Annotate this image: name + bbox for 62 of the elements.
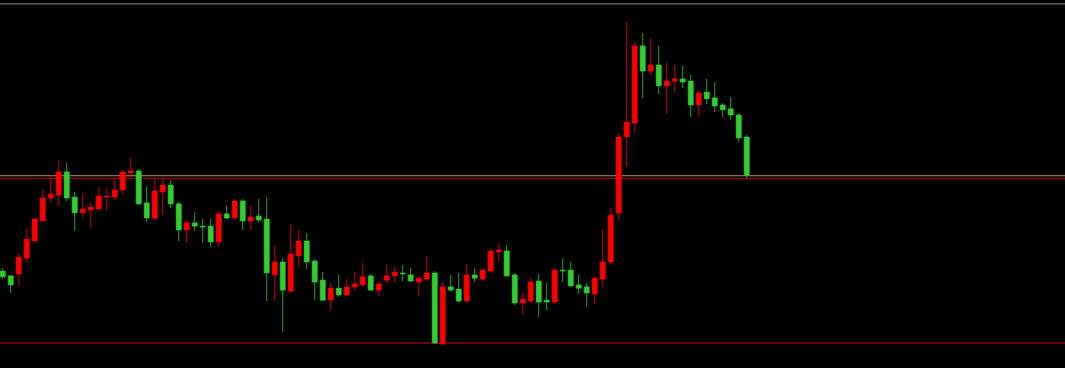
candlestick (335, 274, 342, 298)
candlestick (327, 282, 334, 311)
candlestick (191, 211, 198, 232)
candlestick (159, 177, 166, 216)
candlestick (647, 37, 654, 77)
candlestick (543, 282, 550, 311)
candlestick (487, 247, 494, 274)
candlestick (663, 62, 670, 115)
candlestick (519, 292, 526, 316)
candlestick (623, 21, 630, 168)
candlestick (727, 96, 734, 121)
candlestick (399, 264, 406, 282)
candlestick (39, 188, 46, 222)
candlestick (351, 271, 358, 291)
candlestick (255, 198, 262, 224)
candlestick (87, 202, 94, 229)
candlestick (199, 218, 206, 244)
candlestick (359, 262, 366, 288)
candlestick (295, 229, 302, 268)
candlestick (591, 275, 598, 305)
candlestick (47, 176, 54, 203)
candlestick (127, 157, 134, 178)
candlestick (95, 186, 102, 211)
candlestick (103, 187, 110, 212)
candlestick (495, 242, 502, 263)
candlestick (671, 64, 678, 93)
candlestick (183, 220, 190, 244)
candlestick (247, 204, 254, 231)
candlestick (303, 232, 310, 270)
candlestick (695, 90, 702, 118)
candlestick (31, 217, 38, 243)
candlestick (423, 255, 430, 282)
candlestick (207, 218, 214, 248)
candlestick (703, 78, 710, 105)
candlestick (455, 272, 462, 303)
candlestick (15, 252, 22, 287)
candlestick (167, 179, 174, 209)
candlestick (735, 112, 742, 143)
candlestick (655, 45, 662, 95)
candlestick (415, 275, 422, 298)
candlestick (71, 191, 78, 232)
candlestick (23, 227, 30, 264)
candlestick (239, 198, 246, 231)
candlestick (319, 271, 326, 302)
candlestick (679, 65, 686, 89)
candlestick (143, 185, 150, 223)
candlestick (583, 282, 590, 308)
candlestick (567, 261, 574, 288)
candlestick (383, 263, 390, 284)
candlestick (311, 258, 318, 301)
candlestick (55, 159, 62, 207)
candlestick (271, 244, 278, 301)
candlestick (711, 81, 718, 113)
candlestick (575, 274, 582, 295)
candlestick (535, 273, 542, 318)
candlestick (111, 178, 118, 201)
candlestick (119, 169, 126, 195)
candlestick (599, 228, 606, 288)
candlestick (527, 277, 534, 304)
candlestick (687, 74, 694, 118)
candlestick (559, 257, 566, 283)
candlestick (79, 192, 86, 218)
